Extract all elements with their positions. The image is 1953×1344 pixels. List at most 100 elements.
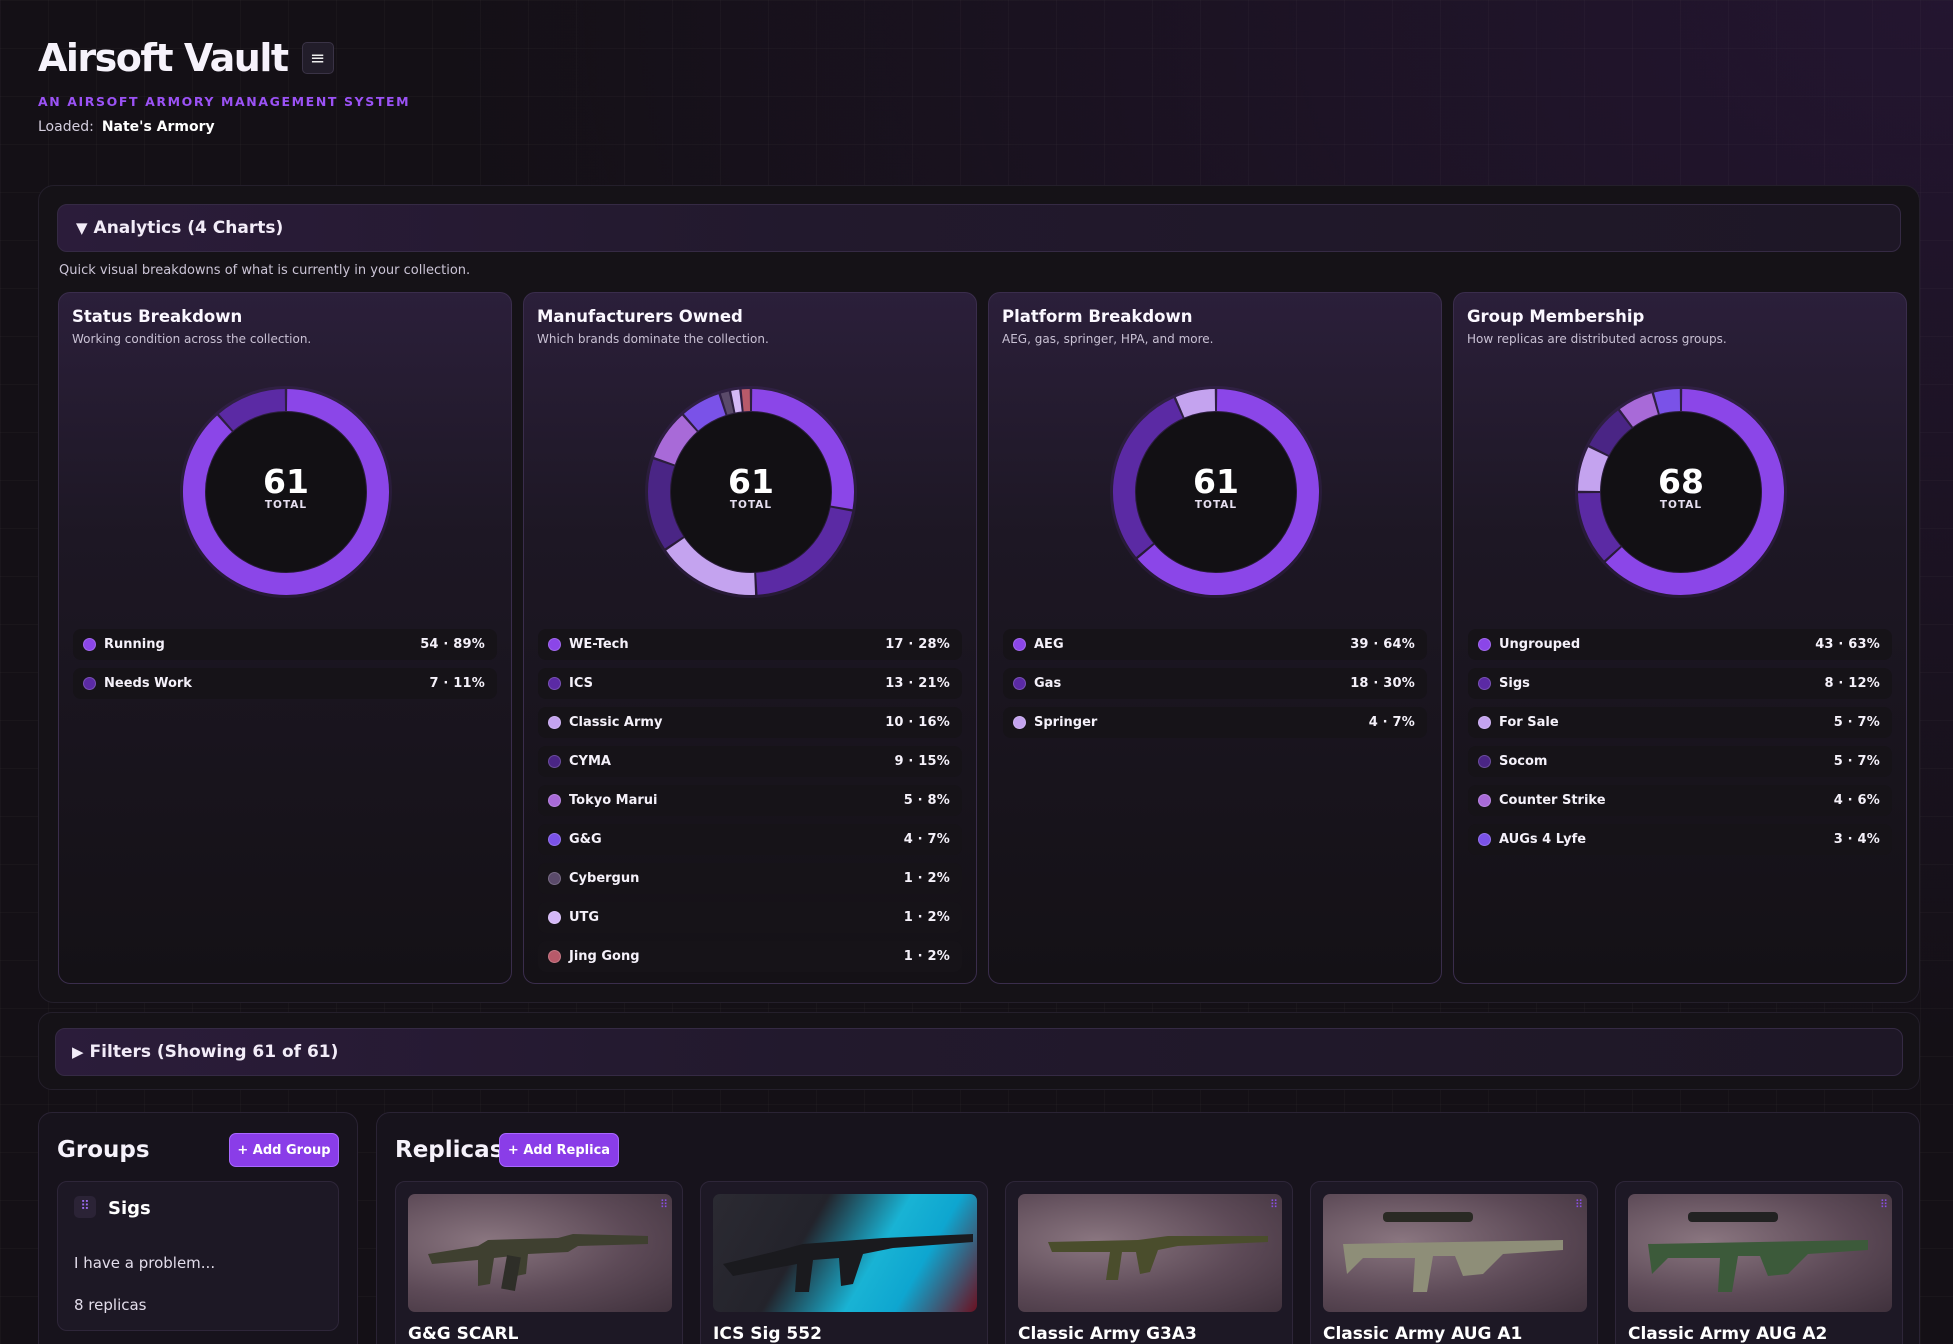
legend-row[interactable]: Ungrouped 43 · 63% (1468, 629, 1892, 660)
donut-slice-cybergun[interactable] (720, 391, 734, 415)
replica-card[interactable]: ⠿ Classic Army AUG A1 (1310, 1181, 1598, 1344)
legend-value: 17 · 28% (885, 637, 950, 652)
legend-row[interactable]: Counter Strike 4 · 6% (1468, 785, 1892, 816)
legend-row[interactable]: WE-Tech 17 · 28% (538, 629, 962, 660)
donut-slice-gas[interactable] (1113, 398, 1183, 558)
legend-swatch (548, 677, 561, 690)
legend-row[interactable]: Springer 4 · 7% (1003, 707, 1427, 738)
add-replica-button[interactable]: + Add Replica (499, 1133, 619, 1167)
donut-slice-cyma[interactable] (648, 459, 684, 549)
legend-label: Counter Strike (1499, 793, 1606, 808)
donut-slice-ungrouped[interactable] (1605, 389, 1784, 595)
drag-handle-icon[interactable]: ⠿ (1574, 1198, 1583, 1211)
filters-toggle[interactable]: ▶ Filters (Showing 61 of 61) (55, 1028, 1903, 1076)
replica-card[interactable]: ⠿ Classic Army G3A3 (1005, 1181, 1293, 1344)
legend-value: 39 · 64% (1350, 637, 1415, 652)
chart-title: Status Breakdown (72, 307, 243, 326)
donut-slice-aeg[interactable] (1137, 389, 1319, 595)
legend-value: 8 · 12% (1824, 676, 1880, 691)
legend-label: Springer (1034, 715, 1098, 730)
legend-row[interactable]: Classic Army 10 · 16% (538, 707, 962, 738)
replica-name: Classic Army AUG A1 (1323, 1324, 1523, 1344)
drag-handle-icon[interactable]: ⠿ (1269, 1198, 1278, 1211)
replica-name: Classic Army G3A3 (1018, 1324, 1197, 1344)
donut-slice-utg[interactable] (731, 389, 742, 413)
group-card-sigs[interactable]: ⠿ Sigs I have a problem... 8 replicas (57, 1181, 339, 1331)
donut-svg (645, 386, 857, 598)
group-description: I have a problem... (74, 1254, 216, 1272)
donut-slice-needs-work[interactable] (218, 389, 286, 431)
legend-label: AUGs 4 Lyfe (1499, 832, 1587, 847)
legend-label: Gas (1034, 676, 1062, 691)
menu-button[interactable]: ≡ (301, 42, 334, 74)
legend-row[interactable]: Cybergun 1 · 2% (538, 863, 962, 894)
legend-label: Sigs (1499, 676, 1530, 691)
legend-row[interactable]: Running 54 · 89% (73, 629, 497, 660)
donut-slice-augs-4-lyfe[interactable] (1654, 389, 1681, 414)
legend-swatch (1013, 638, 1026, 651)
legend-swatch (83, 638, 96, 651)
replica-card[interactable]: ⠿ G&G SCARL (395, 1181, 683, 1344)
donut-total: 61 (1193, 462, 1239, 501)
legend-row[interactable]: Jing Gong 1 · 2% (538, 941, 962, 972)
legend-swatch (548, 911, 561, 924)
donut-total: 68 (1658, 462, 1704, 501)
drag-handle-icon[interactable]: ⠿ (659, 1198, 668, 1211)
add-group-button[interactable]: + Add Group (229, 1133, 339, 1167)
loaded-label: Loaded: (38, 119, 94, 135)
loaded-armory: Loaded: Nate's Armory (38, 119, 410, 135)
legend-swatch (548, 638, 561, 651)
legend-label: Jing Gong (569, 949, 640, 964)
donut-slice-socom[interactable] (1589, 410, 1632, 456)
donut-chart: 68 TOTAL (1575, 386, 1787, 598)
donut-slice-sigs[interactable] (1578, 492, 1621, 561)
legend-swatch (1013, 716, 1026, 729)
legend-row[interactable]: AUGs 4 Lyfe 3 · 4% (1468, 824, 1892, 855)
donut-slice-running[interactable] (183, 389, 389, 595)
chart-title: Platform Breakdown (1002, 307, 1193, 326)
expand-caret-icon: ▶ (72, 1043, 84, 1061)
chart-legend: WE-Tech 17 · 28% ICS 13 · 21% Classic Army 10… (538, 629, 962, 980)
legend-value: 4 · 7% (1368, 715, 1415, 730)
legend-row[interactable]: G&G 4 · 7% (538, 824, 962, 855)
replicas-title: Replicas (395, 1137, 504, 1163)
legend-row[interactable]: UTG 1 · 2% (538, 902, 962, 933)
donut-slice-counter-strike[interactable] (1619, 393, 1659, 428)
legend-row[interactable]: CYMA 9 · 15% (538, 746, 962, 777)
legend-row[interactable]: ICS 13 · 21% (538, 668, 962, 699)
legend-row[interactable]: Sigs 8 · 12% (1468, 668, 1892, 699)
loaded-armory-name: Nate's Armory (101, 119, 215, 135)
legend-row[interactable]: Gas 18 · 30% (1003, 668, 1427, 699)
legend-row[interactable]: AEG 39 · 64% (1003, 629, 1427, 660)
donut-slice-classic-army[interactable] (666, 537, 756, 595)
replica-card[interactable]: ICS Sig 552 (700, 1181, 988, 1344)
chart-card-groups: Group Membership How replicas are distri… (1453, 292, 1907, 984)
replica-photo (713, 1194, 977, 1312)
donut-slice-g-g[interactable] (683, 394, 726, 431)
analytics-description: Quick visual breakdowns of what is curre… (59, 263, 471, 278)
legend-swatch (83, 677, 96, 690)
donut-chart: 61 TOTAL (180, 386, 392, 598)
chart-subtitle: Which brands dominate the collection. (537, 332, 769, 346)
donut-slice-tokyo-marui[interactable] (654, 415, 698, 465)
donut-slice-for-sale[interactable] (1578, 447, 1609, 492)
drag-handle-icon[interactable]: ⠿ (74, 1196, 96, 1218)
legend-row[interactable]: For Sale 5 · 7% (1468, 707, 1892, 738)
legend-row[interactable]: Tokyo Marui 5 · 8% (538, 785, 962, 816)
donut-slice-springer[interactable] (1175, 389, 1216, 418)
legend-value: 1 · 2% (903, 910, 950, 925)
analytics-toggle[interactable]: ▼ Analytics (4 Charts) (57, 204, 1901, 252)
group-replica-count: 8 replicas (74, 1296, 147, 1314)
donut-slice-ics[interactable] (755, 507, 853, 595)
drag-handle-icon[interactable]: ⠿ (1879, 1198, 1888, 1211)
analytics-header: Analytics (4 Charts) (93, 218, 284, 238)
replica-photo (1018, 1194, 1282, 1312)
replica-card[interactable]: ⠿ Classic Army AUG A2 (1615, 1181, 1903, 1344)
chart-subtitle: AEG, gas, springer, HPA, and more. (1002, 332, 1214, 346)
legend-label: CYMA (569, 754, 611, 769)
legend-value: 1 · 2% (903, 949, 950, 964)
donut-slice-we-tech[interactable] (751, 389, 854, 510)
legend-row[interactable]: Socom 5 · 7% (1468, 746, 1892, 777)
donut-svg (180, 386, 392, 598)
legend-row[interactable]: Needs Work 7 · 11% (73, 668, 497, 699)
